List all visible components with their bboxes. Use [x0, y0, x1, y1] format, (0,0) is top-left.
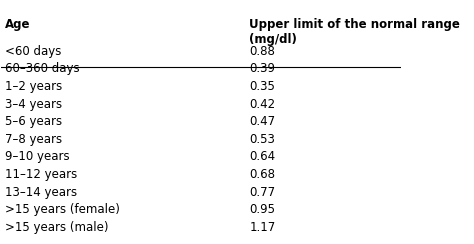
Text: 0.39: 0.39	[249, 62, 275, 75]
Text: 0.88: 0.88	[249, 45, 275, 58]
Text: 0.42: 0.42	[249, 98, 275, 111]
Text: Upper limit of the normal range
(mg/dl): Upper limit of the normal range (mg/dl)	[249, 18, 460, 46]
Text: 5–6 years: 5–6 years	[5, 115, 63, 128]
Text: 13–14 years: 13–14 years	[5, 186, 78, 199]
Text: 1–2 years: 1–2 years	[5, 80, 63, 93]
Text: 0.64: 0.64	[249, 151, 275, 163]
Text: 0.47: 0.47	[249, 115, 275, 128]
Text: 0.35: 0.35	[249, 80, 275, 93]
Text: 9–10 years: 9–10 years	[5, 151, 70, 163]
Text: 1.17: 1.17	[249, 221, 275, 234]
Text: 3–4 years: 3–4 years	[5, 98, 63, 111]
Text: 0.53: 0.53	[249, 133, 275, 146]
Text: 11–12 years: 11–12 years	[5, 168, 78, 181]
Text: Age: Age	[5, 18, 31, 31]
Text: >15 years (male): >15 years (male)	[5, 221, 109, 234]
Text: 0.77: 0.77	[249, 186, 275, 199]
Text: 7–8 years: 7–8 years	[5, 133, 63, 146]
Text: 0.68: 0.68	[249, 168, 275, 181]
Text: 60–360 days: 60–360 days	[5, 62, 80, 75]
Text: <60 days: <60 days	[5, 45, 62, 58]
Text: 0.95: 0.95	[249, 203, 275, 216]
Text: >15 years (female): >15 years (female)	[5, 203, 120, 216]
